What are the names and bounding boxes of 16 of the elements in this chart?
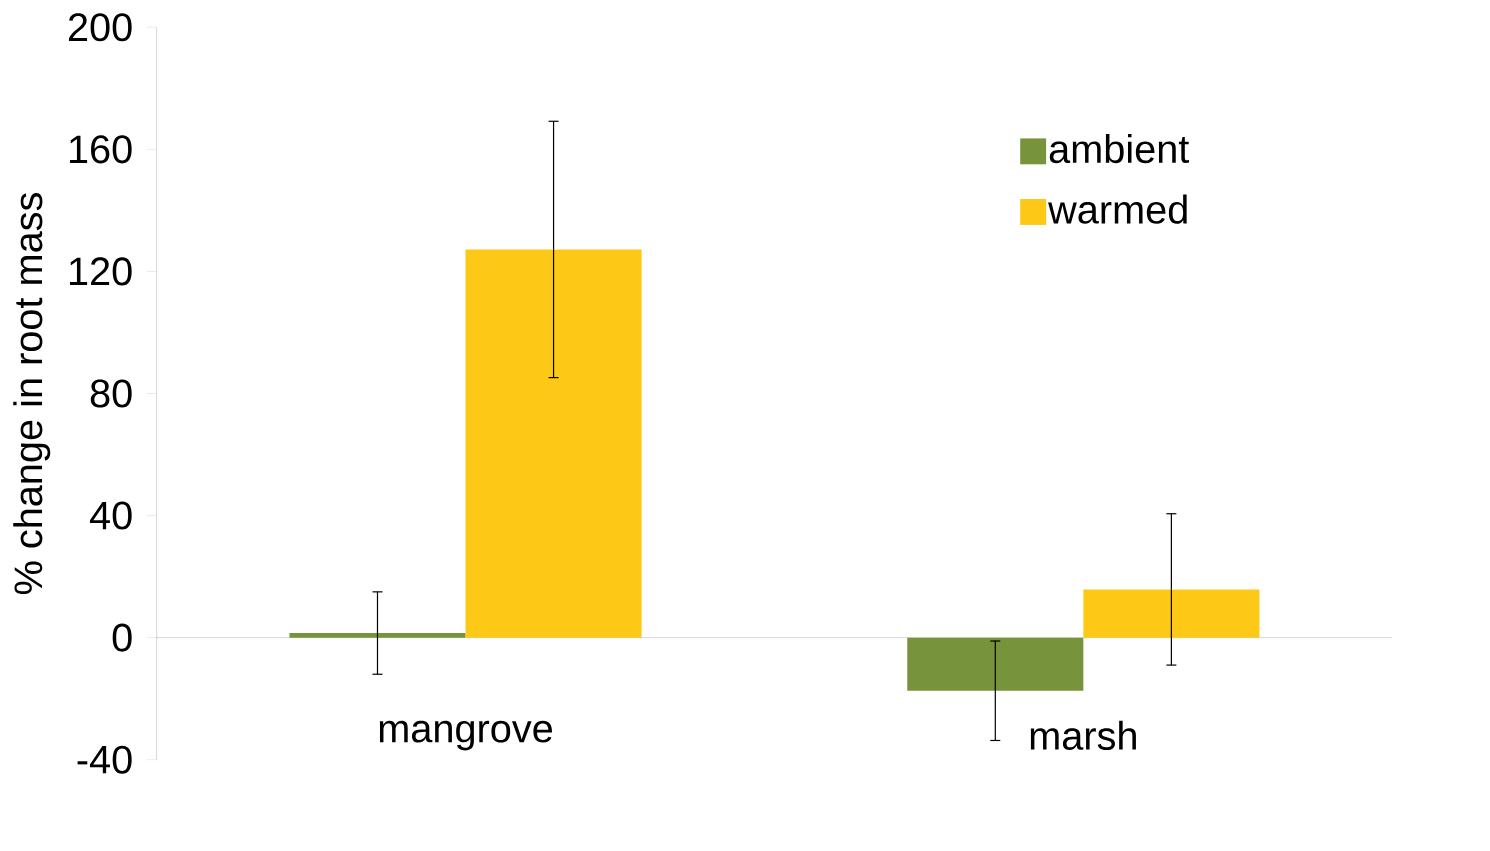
x-tick-label: mangrove	[379, 720, 553, 751]
legend-label: warmed	[1048, 194, 1187, 224]
y-tick-label: 40	[89, 501, 132, 530]
bar	[465, 249, 642, 638]
bar	[1083, 589, 1260, 638]
bar	[289, 632, 466, 638]
x-tick-label: marsh	[1030, 720, 1136, 750]
y-tick-label: 160	[69, 135, 132, 164]
bar	[907, 637, 1084, 691]
y-axis-title: % change in root mass	[13, 192, 51, 594]
y-tick-label: 200	[68, 13, 132, 42]
y-tick-label: 0	[112, 623, 132, 652]
y-tick-label: 80	[90, 379, 132, 408]
y-tick-label: 120	[69, 257, 132, 286]
legend-label: ambient	[1049, 133, 1190, 164]
y-tick-label: -40	[77, 745, 132, 774]
